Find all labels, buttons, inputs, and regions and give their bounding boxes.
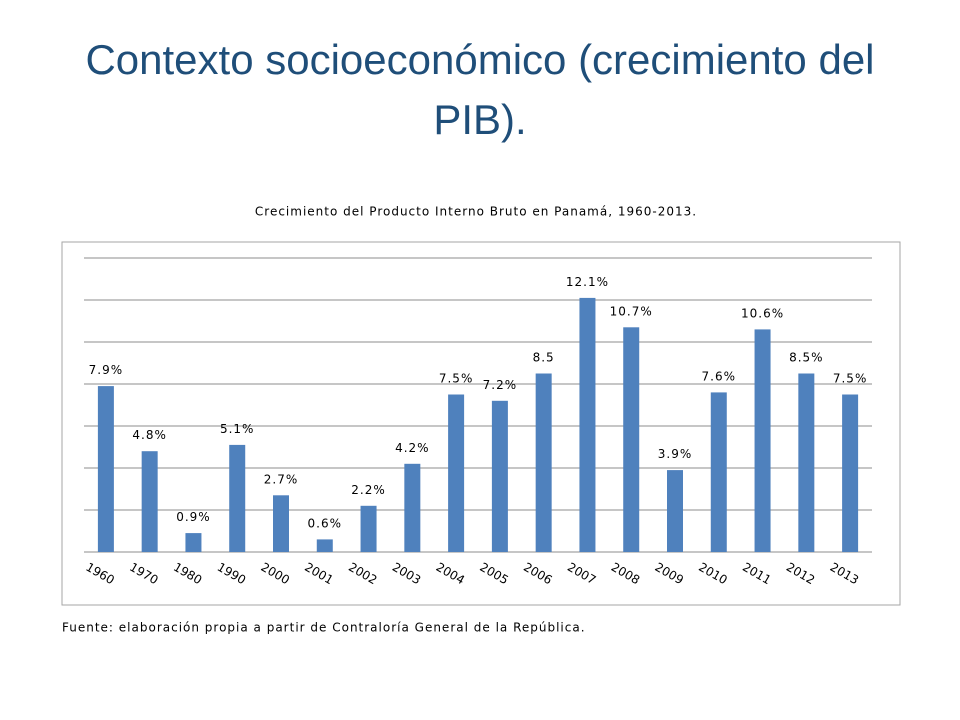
bar xyxy=(360,505,377,552)
x-tick-label: 2012 xyxy=(784,560,817,587)
data-label: 3.9% xyxy=(658,447,693,461)
bar xyxy=(842,394,859,552)
data-label: 10.7% xyxy=(610,304,653,318)
slide-title: Contexto socioeconómico (crecimiento del… xyxy=(85,36,875,143)
bar xyxy=(535,373,552,552)
x-tick-label: 2008 xyxy=(609,560,642,587)
x-tick-label: 2011 xyxy=(740,560,773,587)
data-label: 7.5% xyxy=(439,372,474,386)
bar xyxy=(491,400,508,552)
data-label: 7.9% xyxy=(89,363,124,377)
x-tick-label: 2000 xyxy=(259,560,292,587)
data-label: 8.5% xyxy=(789,351,824,365)
x-tick-label: 1970 xyxy=(127,560,160,587)
data-label: 7.6% xyxy=(702,369,737,383)
data-label: 8.5 xyxy=(533,351,555,365)
x-tick-label: 2001 xyxy=(302,560,335,587)
bar xyxy=(798,373,815,552)
data-label: 4.2% xyxy=(395,441,430,455)
data-label: 0.6% xyxy=(308,516,343,530)
x-tick-label: 2004 xyxy=(434,560,467,587)
bar xyxy=(710,392,727,552)
bar xyxy=(229,444,246,552)
source-note: Fuente: elaboración propia a partir de C… xyxy=(62,621,586,635)
x-tick-label: 2009 xyxy=(653,560,686,587)
x-tick-label: 2003 xyxy=(390,560,423,587)
data-label: 4.8% xyxy=(132,428,167,442)
data-label: 2.7% xyxy=(264,472,299,486)
bar xyxy=(579,297,596,552)
data-label: 0.9% xyxy=(176,510,211,524)
x-tick-label: 2005 xyxy=(477,560,510,587)
data-label: 7.2% xyxy=(483,378,518,392)
bar xyxy=(273,495,289,552)
bar xyxy=(448,394,465,552)
data-label: 10.6% xyxy=(741,306,784,320)
chart-title: Crecimiento del Producto Interno Bruto e… xyxy=(255,205,697,219)
chart-frame xyxy=(61,241,901,606)
bar xyxy=(141,451,158,552)
x-tick-label: 2007 xyxy=(565,560,598,587)
x-tick-label: 1960 xyxy=(83,560,116,587)
data-label: 5.1% xyxy=(220,422,255,436)
data-label: 7.5% xyxy=(833,372,868,386)
x-tick-label: 1980 xyxy=(171,560,204,587)
bar xyxy=(667,470,683,552)
bar xyxy=(623,327,640,552)
bar xyxy=(185,533,202,552)
bar xyxy=(316,539,333,552)
x-tick-label: 2010 xyxy=(696,560,729,587)
bar xyxy=(404,463,421,552)
x-tick-label: 1990 xyxy=(215,560,248,587)
x-tick-label: 2006 xyxy=(521,560,554,587)
x-tick-label: 2002 xyxy=(346,560,379,587)
bar xyxy=(97,386,114,552)
bar xyxy=(754,329,771,552)
x-tick-label: 2013 xyxy=(828,560,861,587)
data-label: 12.1% xyxy=(566,275,609,289)
data-label: 2.2% xyxy=(351,483,386,497)
